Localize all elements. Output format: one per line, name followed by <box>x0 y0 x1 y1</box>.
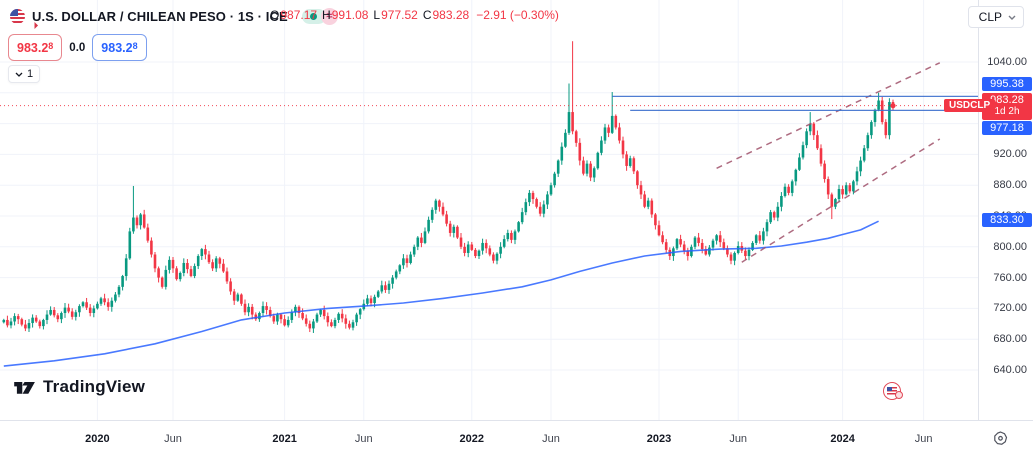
spread-value: 0.0 <box>69 41 86 54</box>
price-axis-label: 640.00 <box>993 364 1027 376</box>
low-label: L <box>373 8 381 22</box>
symbol-flag-icon <box>10 8 25 24</box>
price-axis-label: 760.00 <box>993 271 1027 284</box>
low-value: 977.52 <box>381 8 418 22</box>
price-axis-label: 720.00 <box>993 302 1027 315</box>
time-axis-settings-icon[interactable] <box>992 430 1009 447</box>
buy-button[interactable]: 983.2 8 <box>92 34 147 61</box>
price-axis-label: 1040.00 <box>987 56 1027 68</box>
price-chart[interactable] <box>0 0 978 420</box>
chevron-down-icon <box>1008 15 1016 20</box>
open-label: O <box>270 8 280 22</box>
time-axis-label: Jun <box>914 433 933 445</box>
buy-price: 983.2 <box>101 40 133 55</box>
current-price-badge: 983.28 1d 2h <box>982 92 1032 120</box>
price-axis-label: 880.00 <box>993 179 1027 192</box>
event-secondary-ring-icon <box>895 391 903 399</box>
high-label: H <box>322 8 331 22</box>
price-axis[interactable]: 995.38 983.28 1d 2h 977.18 833.30 1040.0… <box>978 0 1033 420</box>
legend-collapse-toggle[interactable]: 1 <box>8 65 41 83</box>
time-axis-label: 2024 <box>830 433 855 445</box>
change-value: −2.91 (−0.30%) <box>476 8 559 22</box>
sell-button[interactable]: 983.2 8 <box>8 34 63 61</box>
currency-label: CLP <box>978 10 1002 24</box>
market-open-dot-icon <box>310 12 318 20</box>
time-axis-label: 2022 <box>459 433 485 445</box>
time-axis-label: 2020 <box>85 433 110 445</box>
economic-event-us-flag-icon[interactable] <box>883 382 903 402</box>
trade-buttons: 983.2 8 0.0 983.2 8 <box>8 34 147 61</box>
symbol-status: ≈ <box>301 7 338 25</box>
chart-plot-area[interactable] <box>0 0 978 420</box>
time-axis-label: 2023 <box>646 433 672 445</box>
tradingview-mark-icon <box>14 382 35 394</box>
price-axis-label: 800.00 <box>993 240 1027 253</box>
tradingview-logo[interactable]: TradingView <box>13 377 145 397</box>
price-axis-label: 680.00 <box>993 333 1027 346</box>
open-value: 987.17 <box>280 8 318 22</box>
bar-countdown: 1d 2h <box>994 105 1020 117</box>
current-price-value: 983.28 <box>990 93 1024 106</box>
symbol-title[interactable]: U.S. DOLLAR / CHILEAN PESO · 1S · ICE <box>32 8 288 24</box>
ma-value-badge: 833.30 <box>982 213 1032 228</box>
level-price-badge-low: 977.18 <box>982 120 1032 135</box>
ohlc-readout: O 987.17 H 991.08 L 977.52 C 983.28 −2.91 (−… <box>270 8 559 22</box>
close-value: 983.28 <box>432 8 470 22</box>
symbol-header: U.S. DOLLAR / CHILEAN PESO · 1S · ICE ≈ <box>10 7 338 30</box>
time-axis-label: Jun <box>164 433 182 445</box>
price-axis-label: 920.00 <box>993 148 1027 161</box>
symbol-price-label-badge: USDCLP <box>944 98 996 112</box>
currency-selector-button[interactable]: CLP <box>967 6 1024 28</box>
sell-price: 983.2 <box>17 40 49 55</box>
chevron-down-icon <box>15 72 23 77</box>
hidden-indicator-count: 1 <box>27 68 34 80</box>
approx-price-icon: ≈ <box>320 7 338 25</box>
time-axis-label: 2021 <box>272 433 297 445</box>
time-axis-label: Jun <box>354 433 373 445</box>
time-axis-label: Jun <box>542 433 560 445</box>
tradingview-logo-text: TradingView <box>43 377 146 396</box>
us-flag-icon <box>887 387 897 395</box>
buy-price-sup: 8 <box>132 40 138 51</box>
level-price-badge-high: 995.38 <box>982 76 1032 91</box>
close-label: C <box>422 8 432 22</box>
time-axis[interactable]: 2020 Jun 2021 Jun 2022 Jun 2023 Jun 2024 Jun <box>0 420 1033 456</box>
market-status-pill <box>301 8 326 24</box>
high-value: 991.08 <box>331 8 369 22</box>
time-axis-label: Jun <box>729 433 748 445</box>
sell-price-sup: 8 <box>48 40 54 51</box>
